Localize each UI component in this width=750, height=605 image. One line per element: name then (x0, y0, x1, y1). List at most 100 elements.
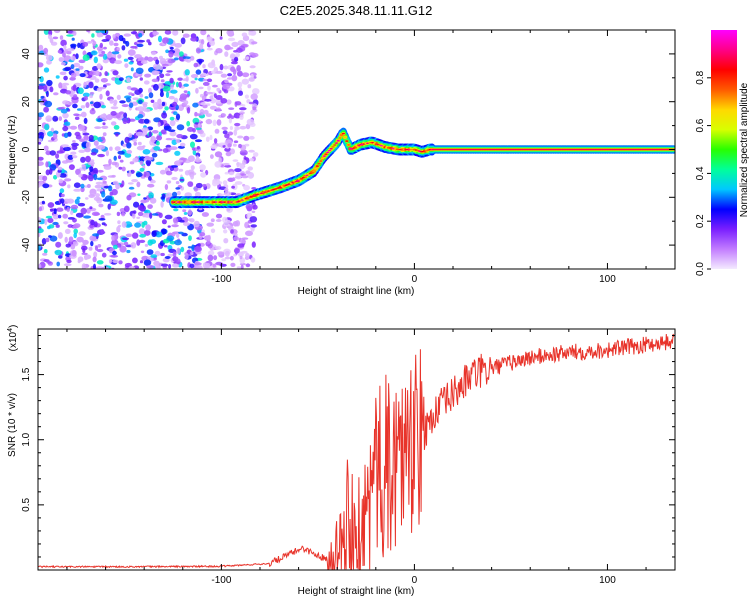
spectrogram-ticks (38, 29, 675, 270)
heatmap-cell (38, 112, 44, 118)
heatmap-cell (143, 118, 150, 124)
heatmap-cell (70, 244, 76, 250)
colorbar-tick-label: 0.8 (695, 70, 706, 84)
heatmap-cell (157, 35, 163, 43)
heatmap-cell (104, 195, 113, 202)
heatmap-cell (249, 158, 255, 162)
heatmap-cell (88, 174, 94, 182)
heatmap-cell (70, 151, 77, 155)
heatmap-cell (205, 136, 210, 142)
heatmap-cell (172, 30, 179, 36)
heatmap-cell (252, 204, 258, 210)
heatmap-cell (57, 232, 63, 239)
svg-text:(x104): (x104) (7, 325, 19, 352)
heatmap-cell (241, 104, 246, 107)
heatmap-cell (116, 47, 120, 51)
heatmap-cell (126, 149, 133, 154)
heatmap-cell (94, 126, 102, 129)
heatmap-cell (183, 222, 190, 227)
heatmap-cell (187, 209, 192, 216)
heatmap-cell (231, 185, 236, 189)
heatmap-cell (193, 62, 199, 68)
heatmap-cell (195, 113, 202, 116)
heatmap-cell (114, 146, 121, 152)
heatmap-cell (55, 75, 60, 79)
heatmap-cell (91, 33, 95, 38)
heatmap-cell (150, 197, 157, 204)
heatmap-cell (45, 215, 53, 219)
heatmap-cell (139, 167, 145, 172)
heatmap-cell (94, 78, 100, 83)
heatmap-cell (57, 214, 62, 219)
heatmap-cell (216, 119, 222, 126)
heatmap-cell (96, 188, 104, 192)
heatmap-cell (96, 260, 104, 265)
heatmap-cell (166, 235, 175, 241)
heatmap-cell (42, 252, 48, 256)
heatmap-cell (172, 217, 179, 223)
heatmap-cell (132, 257, 138, 264)
heatmap-cell (38, 138, 43, 142)
heatmap-cell (128, 265, 136, 269)
x-tick-label: 0 (412, 575, 418, 586)
heatmap-cell (60, 108, 68, 114)
heatmap-cell (121, 45, 126, 51)
heatmap-cell (214, 128, 220, 134)
heatmap-cell (105, 90, 110, 97)
heatmap-cell (186, 120, 191, 127)
heatmap-cell (45, 237, 50, 243)
heatmap-cell (47, 202, 55, 208)
heatmap-cell (176, 258, 181, 265)
heatmap-cell (88, 81, 94, 89)
heatmap-cell (231, 41, 239, 48)
heatmap-cell (206, 222, 214, 227)
heatmap-cell (164, 106, 169, 111)
heatmap-cell (75, 168, 81, 175)
heatmap-cell (231, 74, 238, 82)
heatmap-cell (240, 250, 248, 254)
heatmap-cell (38, 228, 44, 234)
heatmap-cell (219, 36, 223, 40)
heatmap-cell (76, 108, 83, 111)
heatmap-cell (175, 113, 181, 121)
heatmap-cell (205, 118, 213, 125)
heatmap-cell (44, 100, 53, 108)
heatmap-cell (189, 218, 195, 223)
heatmap-cell (177, 159, 184, 163)
heatmap-cell (110, 254, 119, 258)
heatmap-cell (133, 201, 140, 208)
heatmap-cell (148, 192, 154, 199)
heatmap-cell (245, 56, 250, 60)
heatmap-cell (156, 140, 160, 146)
heatmap-cell (319, 160, 323, 162)
snr-series-line (38, 333, 675, 570)
heatmap-cell (83, 81, 87, 88)
heatmap-cell (93, 251, 98, 258)
heatmap-cell (303, 175, 307, 178)
heatmap-cell (76, 196, 81, 200)
heatmap-cell (73, 232, 77, 239)
heatmap-cell (148, 176, 152, 181)
heatmap-cell (215, 48, 223, 54)
heatmap-cell (195, 87, 199, 94)
heatmap-cell (89, 206, 93, 210)
heatmap-cell (336, 139, 340, 142)
heatmap-cell (67, 184, 71, 189)
heatmap-cell (69, 165, 74, 170)
heatmap-cell (207, 85, 211, 91)
heatmap-cell (62, 126, 69, 132)
heatmap-cell (200, 102, 207, 106)
heatmap-cell (60, 144, 69, 148)
heatmap-cell (95, 193, 100, 198)
heatmap-cell (52, 221, 59, 226)
heatmap-cell (77, 87, 84, 95)
heatmap-cell (169, 131, 177, 137)
heatmap-cell (43, 30, 49, 35)
heatmap-cell (75, 72, 80, 77)
heatmap-cell (239, 125, 247, 130)
heatmap-cell (142, 107, 147, 112)
heatmap-cell (76, 236, 84, 243)
heatmap-cell (62, 112, 69, 119)
heatmap-cell (45, 54, 53, 61)
heatmap-cell (230, 61, 238, 65)
